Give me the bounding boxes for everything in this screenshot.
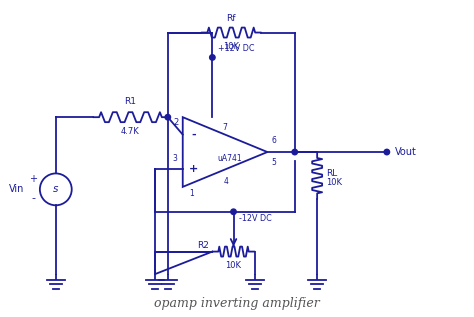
- Circle shape: [384, 149, 390, 155]
- Circle shape: [165, 114, 171, 120]
- Text: 2: 2: [173, 118, 179, 127]
- Text: +12V DC: +12V DC: [219, 44, 255, 54]
- Text: 1: 1: [189, 189, 193, 198]
- Text: Rf: Rf: [227, 14, 236, 23]
- Text: RL: RL: [326, 169, 337, 178]
- Text: 10K: 10K: [223, 42, 239, 51]
- Text: 4: 4: [224, 177, 228, 186]
- Text: R2: R2: [197, 241, 209, 250]
- Circle shape: [231, 209, 236, 215]
- Text: 10K: 10K: [326, 178, 342, 187]
- Text: uA741: uA741: [217, 154, 242, 163]
- Text: 4.7K: 4.7K: [121, 126, 140, 136]
- Text: R1: R1: [125, 97, 137, 106]
- Text: -12V DC: -12V DC: [239, 214, 272, 223]
- Text: opamp inverting amplifier: opamp inverting amplifier: [154, 297, 320, 310]
- Text: -: -: [191, 130, 196, 139]
- Text: +: +: [29, 174, 37, 184]
- Circle shape: [292, 149, 298, 155]
- Circle shape: [210, 55, 215, 60]
- Text: +: +: [189, 165, 198, 174]
- Text: 3: 3: [173, 154, 178, 164]
- Text: -: -: [31, 193, 36, 203]
- Text: 10K: 10K: [226, 261, 242, 270]
- Text: s: s: [53, 184, 58, 194]
- Text: 6: 6: [271, 136, 276, 145]
- Text: 7: 7: [223, 123, 228, 132]
- Text: 5: 5: [271, 158, 276, 167]
- Text: Vin: Vin: [9, 184, 25, 194]
- Text: Vout: Vout: [395, 147, 417, 157]
